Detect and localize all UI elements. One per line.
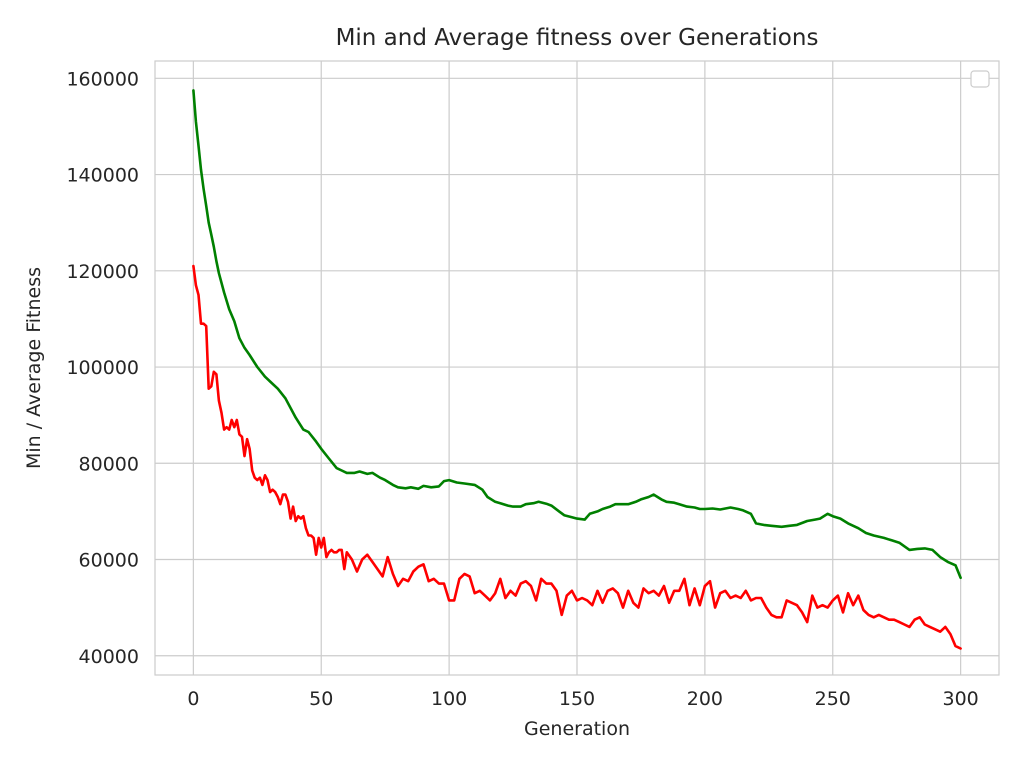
plot-area-frame [154, 60, 1000, 676]
x-tick-label: 300 [943, 688, 979, 710]
legend-box [970, 70, 990, 88]
series-line-average [192, 89, 962, 580]
y-tick-label: 40000 [79, 646, 139, 668]
x-tick-label: 50 [309, 688, 333, 710]
y-tick-label: 140000 [66, 165, 139, 187]
y-tick-label: 60000 [79, 550, 139, 572]
x-tick-label: 100 [431, 688, 467, 710]
y-tick-label: 100000 [66, 357, 139, 379]
x-tick-label: 200 [687, 688, 723, 710]
x-tick-label: 0 [187, 688, 199, 710]
grid-lines [155, 61, 999, 675]
x-axis-label: Generation [524, 718, 630, 740]
y-tick-label: 160000 [66, 68, 139, 90]
y-axis-label: Min / Average Fitness [23, 267, 45, 469]
series-lines [192, 89, 962, 650]
chart-title: Min and Average fitness over Generations [336, 25, 819, 51]
y-tick-label: 80000 [79, 453, 139, 475]
x-tick-label: 150 [559, 688, 595, 710]
axis-ticks: 0 50 100 150 200 250 300 40000 60000 80000 100000 1… [66, 68, 978, 710]
series-line-min [192, 264, 962, 650]
x-tick-label: 250 [815, 688, 851, 710]
y-tick-label: 120000 [66, 261, 139, 283]
